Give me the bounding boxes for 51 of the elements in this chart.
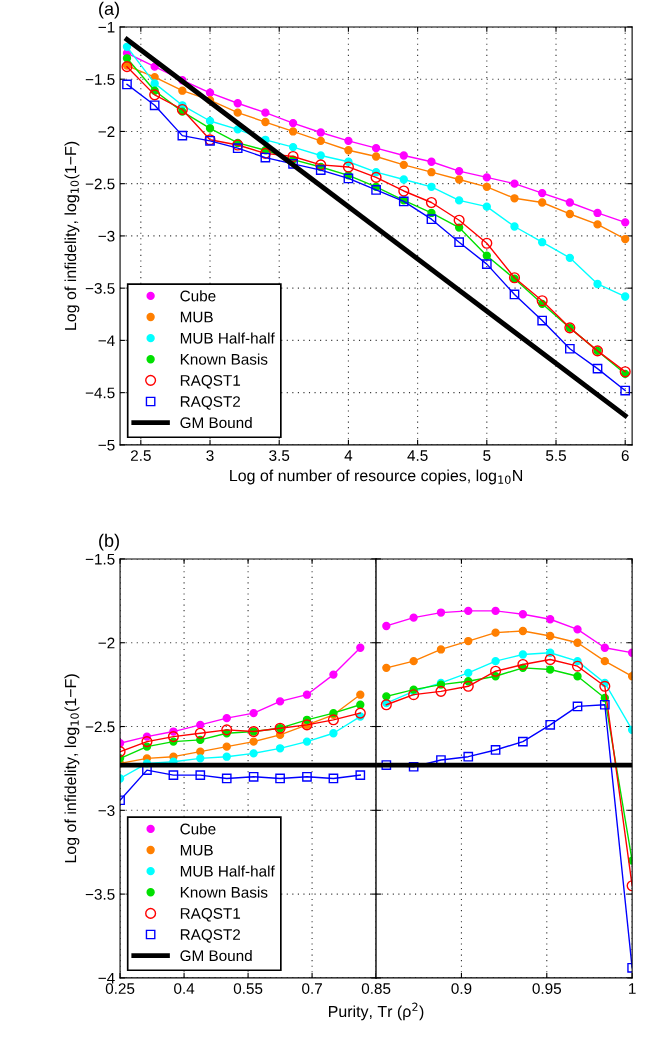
x-axis-title: Log of number of resource copies, log$_{10}$N (230, 469, 523, 485)
legend-label: RAQST1 (180, 908, 241, 922)
legend-label: Cube (180, 823, 216, 835)
y-tick-label: −5 (98, 439, 115, 451)
x-tick-label: 0.9 (451, 983, 472, 994)
legend-label: RAQST2 (180, 929, 241, 943)
legend-label: Cube (180, 290, 216, 302)
legend-label: RAQST2 (180, 396, 241, 410)
chart-title: (b) (99, 533, 119, 551)
y-tick-label: −3 (98, 805, 115, 816)
y-tick-label: −2.5 (85, 178, 115, 190)
x-tick-label: 4 (344, 450, 353, 461)
x-tick-label: 2.5 (130, 450, 151, 461)
x-tick-label: 5 (483, 450, 491, 461)
y-axis-title: Log of infidelity, log$_{10}$(1−F) (64, 674, 80, 863)
y-tick-label: −4 (98, 972, 115, 984)
legend-label: GM Bound (180, 416, 252, 429)
x-tick-label: 4.5 (407, 450, 428, 461)
x-tick-label: 0.7 (302, 983, 322, 994)
y-tick-label: −4 (98, 335, 115, 346)
y-tick-label: −3.5 (85, 283, 115, 294)
x-tick-label: 0.25 (105, 983, 135, 994)
x-tick-label: 0.4 (174, 983, 195, 994)
legend-label: MUB (180, 844, 213, 856)
y-tick-label: −3.5 (85, 888, 115, 900)
x-tick-label: 0.55 (233, 983, 263, 994)
y-tick-label: −3 (98, 230, 115, 242)
y-tick-label: −1.5 (85, 74, 115, 85)
x-tick-label: 6 (621, 450, 629, 461)
x-tick-label: 3.5 (269, 450, 290, 461)
x-tick-label: 5.5 (546, 450, 566, 461)
x-tick-label: 1 (629, 983, 636, 994)
legend-label: MUB Half-half (180, 865, 275, 877)
y-tick-label: −2 (98, 637, 115, 649)
y-tick-label: −1 (98, 21, 115, 33)
legend-label: RAQST1 (180, 375, 241, 389)
x-tick-label: 0.85 (361, 983, 391, 994)
x-tick-label: 3 (206, 450, 214, 461)
legend-label: MUB Half-half (180, 332, 275, 344)
y-tick-label: −2 (98, 126, 115, 137)
legend-label: Known Basis (180, 353, 268, 365)
legend-label: Known Basis (180, 886, 268, 898)
y-tick-label: −1.5 (85, 553, 115, 565)
chart-title: (a) (99, 1, 119, 19)
x-tick-label: 0.95 (532, 983, 562, 994)
y-tick-label: −4.5 (85, 387, 115, 399)
legend-label: GM Bound (180, 949, 252, 962)
legend-label: MUB (180, 311, 213, 323)
y-axis-title: Log of infidelity, log$_{10}$(1−F) (64, 141, 80, 330)
x-axis-title: Purity, Tr (ρ$^{2}$) (329, 1002, 424, 1021)
y-tick-label: −2.5 (85, 721, 115, 733)
